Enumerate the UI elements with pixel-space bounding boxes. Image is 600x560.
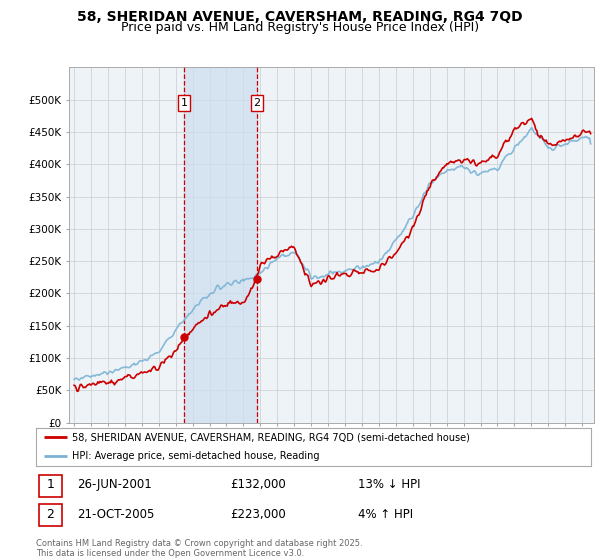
- Text: 13% ↓ HPI: 13% ↓ HPI: [358, 478, 421, 492]
- Text: 1: 1: [181, 98, 187, 108]
- Text: 58, SHERIDAN AVENUE, CAVERSHAM, READING, RG4 7QD (semi-detached house): 58, SHERIDAN AVENUE, CAVERSHAM, READING,…: [72, 432, 470, 442]
- Text: 2: 2: [46, 508, 55, 521]
- FancyBboxPatch shape: [39, 505, 62, 526]
- FancyBboxPatch shape: [39, 475, 62, 497]
- Text: Price paid vs. HM Land Registry's House Price Index (HPI): Price paid vs. HM Land Registry's House …: [121, 21, 479, 34]
- Text: 26-JUN-2001: 26-JUN-2001: [77, 478, 152, 492]
- Text: Contains HM Land Registry data © Crown copyright and database right 2025.
This d: Contains HM Land Registry data © Crown c…: [36, 539, 362, 558]
- Text: 21-OCT-2005: 21-OCT-2005: [77, 508, 155, 521]
- Text: HPI: Average price, semi-detached house, Reading: HPI: Average price, semi-detached house,…: [72, 451, 320, 461]
- Text: 1: 1: [46, 478, 55, 492]
- Text: £223,000: £223,000: [230, 508, 286, 521]
- Text: £132,000: £132,000: [230, 478, 286, 492]
- Text: 58, SHERIDAN AVENUE, CAVERSHAM, READING, RG4 7QD: 58, SHERIDAN AVENUE, CAVERSHAM, READING,…: [77, 10, 523, 24]
- Text: 4% ↑ HPI: 4% ↑ HPI: [358, 508, 413, 521]
- Bar: [184, 67, 257, 423]
- Text: 2: 2: [253, 98, 260, 108]
